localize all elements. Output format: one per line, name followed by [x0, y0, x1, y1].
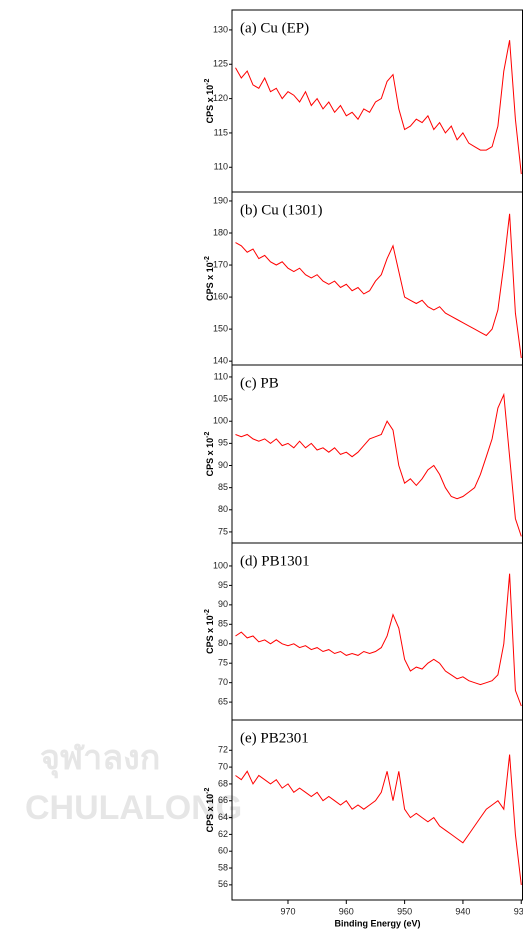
y-tick-label: 110 — [214, 371, 228, 381]
y-tick-label: 80 — [218, 638, 228, 648]
y-tick-label: 100 — [213, 416, 228, 426]
panel-title: (e) PB2301 — [240, 730, 309, 746]
y-tick-label: 58 — [218, 862, 228, 872]
y-tick-label: 75 — [218, 658, 228, 668]
x-tick-label: 940 — [455, 906, 470, 916]
y-tick-label: 72 — [218, 745, 228, 755]
spectrum-line — [235, 392, 522, 537]
panel-title: (a) Cu (EP) — [240, 20, 309, 36]
panel-title: (d) PB1301 — [240, 553, 310, 569]
y-tick-label: 70 — [218, 677, 228, 687]
panel-frame — [231, 719, 523, 901]
watermark-thai: จุฬาลงก — [40, 739, 160, 779]
spectrum-line — [235, 573, 522, 707]
y-axis-label-text: CPS x 10 — [205, 794, 215, 833]
y-tick-label: 90 — [218, 599, 228, 609]
y-axis-label-sup: -2 — [204, 256, 211, 262]
y-axis-label: CPS x 10-2 — [204, 609, 216, 654]
spectrum-line — [235, 40, 522, 175]
y-tick-label: 170 — [213, 259, 228, 269]
y-tick-label: 95 — [218, 438, 228, 448]
y-tick-label: 80 — [218, 504, 228, 514]
y-tick-label: 100 — [213, 560, 228, 570]
y-tick-label: 70 — [218, 761, 228, 771]
y-tick-label: 140 — [213, 356, 228, 366]
y-tick-label: 66 — [218, 795, 228, 805]
y-axis-label-text: CPS x 10 — [205, 615, 215, 654]
y-axis-label: CPS x 10-2 — [204, 79, 216, 124]
y-tick-label: 190 — [213, 195, 228, 205]
y-tick-label: 85 — [218, 619, 228, 629]
x-axis-label: Binding Energy (eV) — [334, 918, 420, 928]
watermark-latin: CHULALONG — [25, 789, 242, 827]
y-tick-label: 75 — [218, 526, 228, 536]
y-tick-label: 125 — [213, 59, 228, 69]
y-tick-label: 130 — [213, 24, 228, 34]
y-axis-label-sup: -2 — [204, 788, 211, 794]
y-tick-label: 150 — [213, 323, 228, 333]
panel-frame — [231, 542, 523, 721]
y-tick-label: 68 — [218, 778, 228, 788]
y-tick-label: 90 — [218, 460, 228, 470]
y-tick-label: 95 — [218, 580, 228, 590]
y-tick-label: 60 — [218, 846, 228, 856]
panel-title: (b) Cu (1301) — [240, 202, 323, 218]
y-tick-label: 180 — [213, 227, 228, 237]
y-axis-label-text: CPS x 10 — [205, 85, 215, 124]
y-tick-label: 65 — [218, 696, 228, 706]
x-tick-label: 960 — [339, 906, 354, 916]
panel-frame — [231, 364, 523, 544]
panel-title: (c) PB — [240, 375, 279, 391]
y-axis-label-text: CPS x 10 — [205, 262, 215, 301]
y-axis-label-sup: -2 — [204, 432, 211, 438]
y-tick-label: 105 — [213, 393, 228, 403]
y-tick-label: 120 — [213, 93, 228, 103]
y-tick-label: 160 — [213, 291, 228, 301]
y-tick-label: 56 — [218, 879, 228, 889]
y-axis-label-sup: -2 — [204, 79, 211, 85]
y-axis-label-sup: -2 — [204, 609, 211, 615]
y-tick-label: 62 — [218, 829, 228, 839]
spectrum-line — [235, 213, 522, 359]
y-tick-label: 110 — [214, 162, 228, 172]
y-axis-label-text: CPS x 10 — [205, 438, 215, 477]
y-tick-label: 115 — [214, 127, 228, 137]
y-tick-label: 85 — [218, 482, 228, 492]
y-axis-label: CPS x 10-2 — [204, 256, 216, 301]
spectrum-line — [235, 754, 522, 885]
y-tick-label: 64 — [218, 812, 228, 822]
y-axis-label: CPS x 10-2 — [204, 788, 216, 833]
x-tick-label: 950 — [397, 906, 412, 916]
x-tick-label: 930 — [514, 906, 523, 916]
x-tick-label: 970 — [280, 906, 295, 916]
y-axis-label: CPS x 10-2 — [204, 432, 216, 477]
